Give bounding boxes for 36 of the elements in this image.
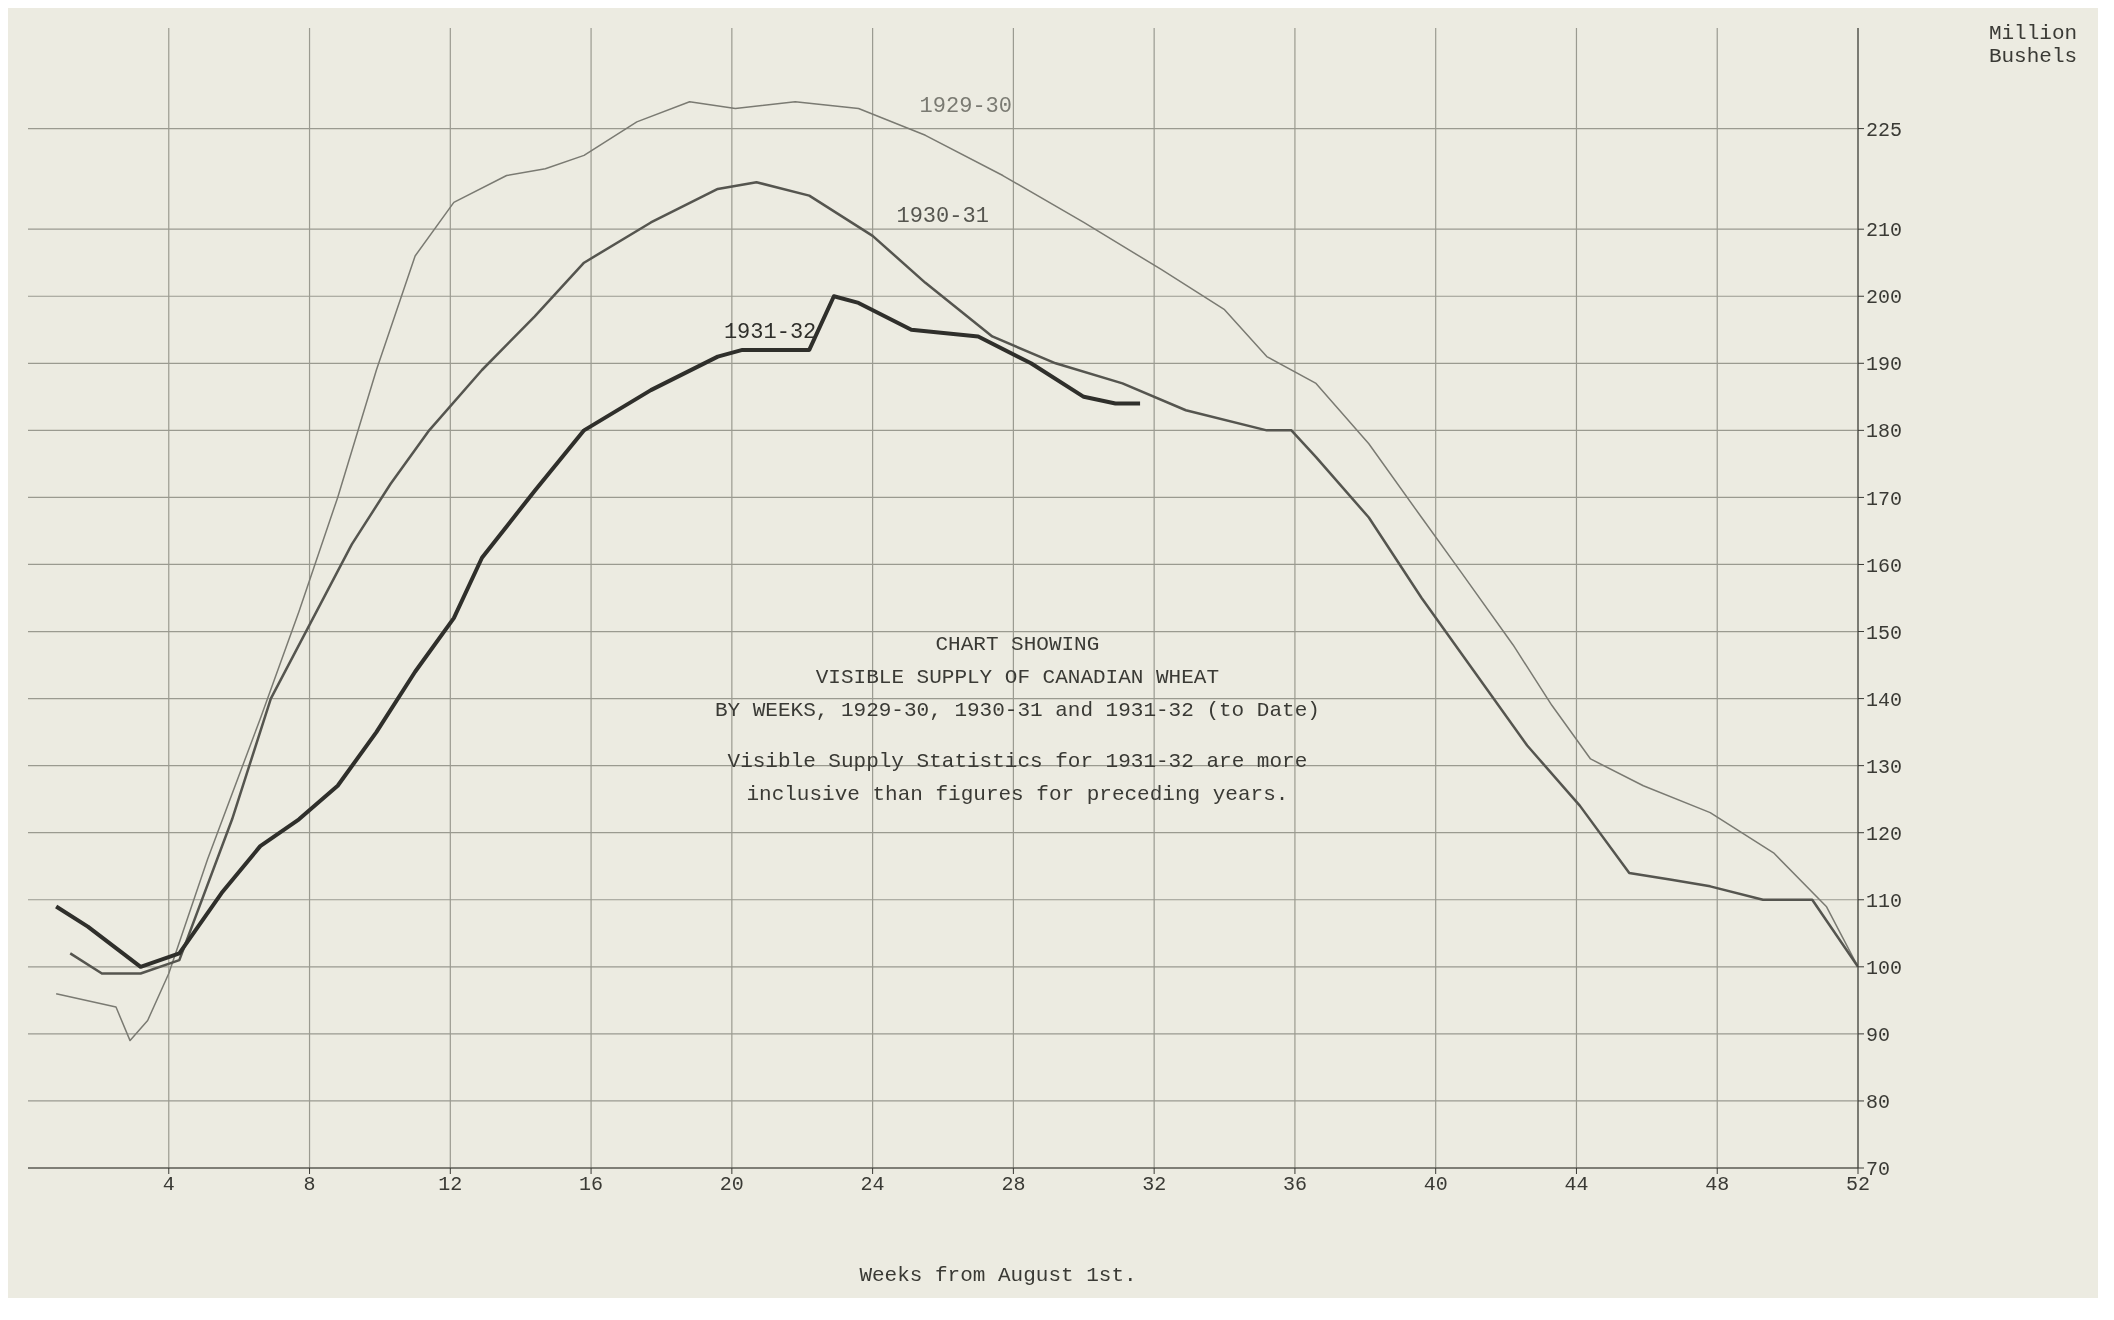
x-tick-label: 52 — [1845, 1173, 1871, 1197]
y-tick-label: 80 — [1866, 1091, 1891, 1115]
x-tick-label: 8 — [303, 1173, 316, 1197]
y-axis-title: Million Bushels — [1987, 22, 2079, 68]
y-tick-label: 150 — [1866, 621, 1903, 645]
x-tick-label: 40 — [1423, 1173, 1448, 1197]
x-tick-label: 16 — [579, 1173, 604, 1197]
y-tick-label: 200 — [1866, 286, 1903, 310]
y-tick-label: 130 — [1866, 755, 1903, 779]
series-label: 1929-30 — [919, 93, 1013, 119]
series-label: 1931-32 — [723, 320, 817, 346]
x-tick-label: 12 — [438, 1173, 463, 1197]
x-axis-title: Weeks from August 1st. — [858, 1264, 1138, 1287]
y-tick-label: 90 — [1866, 1023, 1891, 1047]
annotation: Visible Supply Statistics for 1931-32 are more inclusive than figures for preceding years. — [726, 749, 1309, 808]
series-label: 1930-31 — [896, 204, 989, 230]
y-tick-label: 120 — [1866, 822, 1903, 846]
y-tick-label: 190 — [1866, 353, 1903, 377]
x-tick-label: 32 — [1142, 1173, 1167, 1197]
y-tick-label: 210 — [1866, 219, 1903, 243]
x-tick-label: 28 — [1001, 1173, 1026, 1197]
x-tick-label: 44 — [1564, 1173, 1589, 1197]
y-tick-label: 160 — [1866, 554, 1903, 578]
y-tick-label: 170 — [1866, 487, 1903, 511]
x-tick-label: 4 — [162, 1173, 175, 1197]
x-tick-label: 20 — [719, 1173, 744, 1197]
x-tick-label: 48 — [1705, 1173, 1730, 1197]
y-tick-label: 225 — [1866, 118, 1903, 142]
line-series — [68, 180, 1858, 975]
y-tick-label: 100 — [1866, 956, 1903, 980]
x-tick-label: 24 — [860, 1173, 885, 1197]
y-tick-label: 140 — [1866, 688, 1903, 712]
text: CHART SHOWING VISIBLE SUPPLY OF CANADIAN WHEAT BY WEEKS, 1929-30, 1930-31 and 1931-32 (to Date) — [713, 632, 1321, 724]
y-tick-label: 110 — [1866, 889, 1903, 913]
x-tick-label: 36 — [1282, 1173, 1307, 1197]
y-tick-label: 180 — [1866, 420, 1903, 444]
